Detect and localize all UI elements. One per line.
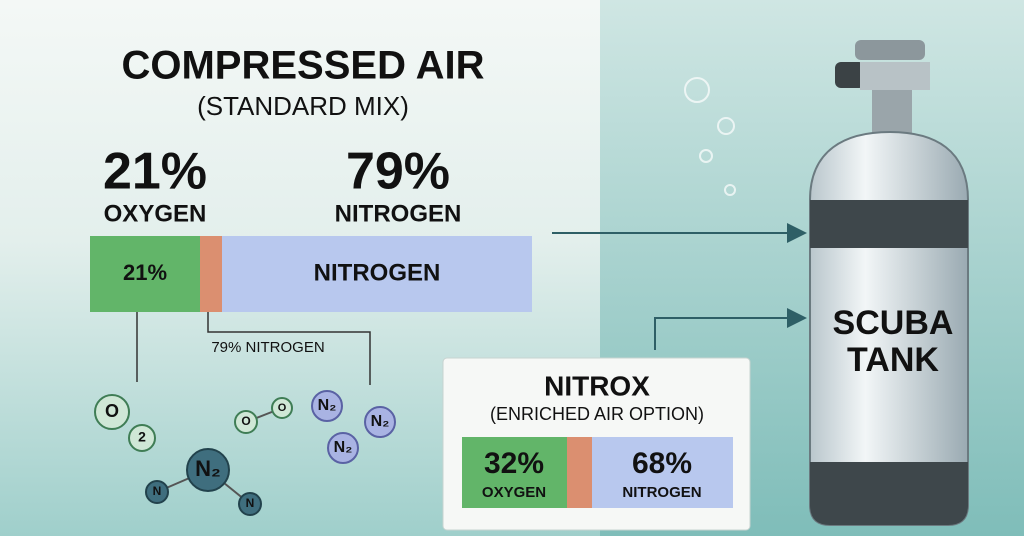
oxygen-label: OXYGEN xyxy=(104,200,207,227)
molecule xyxy=(128,424,156,452)
nitrox-title: NITROX xyxy=(544,370,650,401)
molecule-label: N₂ xyxy=(334,439,353,456)
molecule xyxy=(145,480,169,504)
molecule xyxy=(311,390,343,422)
tank-label: SCUBA xyxy=(833,304,954,342)
molecules: O 2 O O N₂ N N N₂ N₂ N₂ xyxy=(94,390,396,516)
oxygen-percent: 21% xyxy=(103,143,207,201)
molecule xyxy=(238,492,262,516)
nitrox-bar-other xyxy=(567,437,592,508)
molecule xyxy=(364,406,396,438)
tank-label: TANK xyxy=(847,341,939,379)
subtitle: (STANDARD MIX) xyxy=(197,91,409,121)
molecule xyxy=(94,394,130,430)
bar-nitrogen xyxy=(222,236,532,312)
molecule xyxy=(271,397,293,419)
connectors xyxy=(136,312,371,385)
arrows xyxy=(552,223,807,350)
nitrox-oxygen-percent: 32% xyxy=(484,447,544,480)
bar-nitrogen-label: NITROGEN xyxy=(314,259,441,286)
nitrogen-percent: 79% xyxy=(346,143,450,201)
title: COMPRESSED AIR xyxy=(121,44,484,88)
molecule-label: N xyxy=(246,496,255,510)
molecule-label: N₂ xyxy=(371,413,390,430)
nitrox-oxygen-label: OXYGEN xyxy=(482,484,546,501)
molecule xyxy=(234,410,258,434)
molecule-label: O xyxy=(105,401,119,421)
scuba-tank xyxy=(809,40,969,526)
molecule xyxy=(186,448,230,492)
molecule-label: N xyxy=(153,484,162,498)
molecule-label: N₂ xyxy=(195,456,221,481)
callout: 79% NITROGEN xyxy=(211,339,324,356)
bubbles xyxy=(684,77,736,196)
nitrox-nitrogen-label: NITROGEN xyxy=(622,484,701,501)
nitrogen-label: NITROGEN xyxy=(335,200,462,227)
bar-oxygen xyxy=(90,236,200,312)
nitrox-bar-nitrogen xyxy=(592,437,733,508)
nitrox-nitrogen-percent: 68% xyxy=(632,447,692,480)
nitrox-subtitle: (ENRICHED AIR OPTION) xyxy=(490,404,704,424)
molecule-label: 2 xyxy=(138,429,146,445)
bar-oxygen-label: 21% xyxy=(123,260,167,285)
molecule-label: O xyxy=(278,402,287,414)
bar-other xyxy=(200,236,222,312)
nitrox-bar-oxygen xyxy=(462,437,567,508)
molecule-label: N₂ xyxy=(318,397,337,414)
molecule xyxy=(327,432,359,464)
molecule-label: O xyxy=(241,414,250,428)
